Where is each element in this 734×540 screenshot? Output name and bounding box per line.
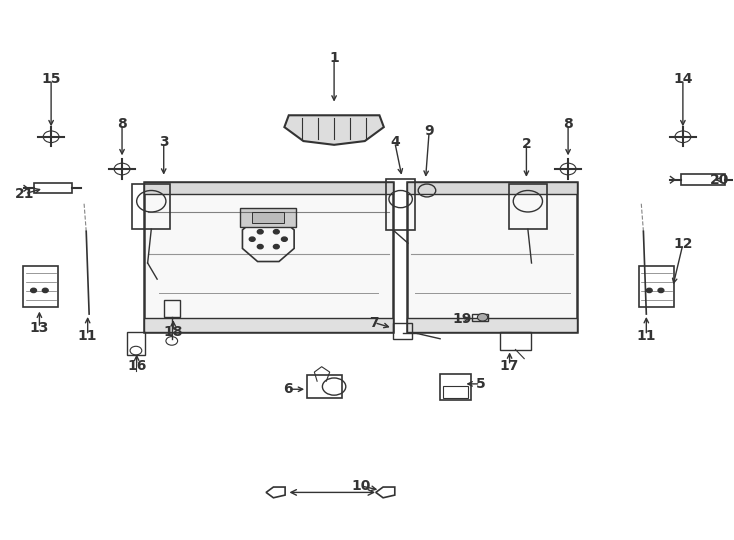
Bar — [393, 322, 413, 339]
Bar — [500, 332, 531, 349]
Bar — [407, 183, 577, 332]
Bar — [443, 386, 468, 398]
Bar — [307, 375, 342, 398]
Text: 6: 6 — [283, 382, 293, 396]
Bar — [639, 266, 674, 307]
Text: 5: 5 — [476, 377, 485, 391]
Text: 16: 16 — [127, 359, 146, 373]
Text: 9: 9 — [424, 124, 434, 138]
Text: 2: 2 — [522, 137, 531, 151]
Text: 13: 13 — [29, 321, 49, 335]
Bar — [472, 314, 488, 321]
Text: 17: 17 — [500, 359, 519, 373]
Text: 11: 11 — [78, 328, 98, 342]
Text: 8: 8 — [563, 117, 573, 131]
Bar — [681, 174, 725, 185]
Bar — [144, 183, 393, 194]
Bar — [132, 184, 170, 229]
Circle shape — [477, 314, 487, 321]
Circle shape — [250, 237, 255, 241]
Circle shape — [658, 288, 664, 293]
Bar — [164, 300, 180, 318]
Bar — [252, 212, 284, 222]
Text: 14: 14 — [673, 72, 693, 86]
Circle shape — [273, 230, 279, 234]
Bar — [144, 183, 393, 332]
Text: 8: 8 — [117, 117, 127, 131]
Circle shape — [281, 237, 287, 241]
Circle shape — [43, 288, 48, 293]
Bar — [23, 266, 59, 307]
Text: 11: 11 — [636, 328, 656, 342]
Bar — [440, 374, 470, 400]
Circle shape — [258, 230, 264, 234]
Bar — [386, 179, 415, 230]
Bar — [509, 184, 547, 229]
Polygon shape — [284, 115, 384, 145]
Text: 21: 21 — [15, 187, 34, 201]
Circle shape — [273, 245, 279, 249]
Text: 20: 20 — [710, 173, 729, 187]
Bar — [144, 319, 393, 332]
Text: 1: 1 — [330, 51, 339, 65]
Circle shape — [258, 245, 264, 249]
Bar — [241, 208, 296, 227]
Bar — [34, 184, 72, 193]
Text: 4: 4 — [390, 135, 399, 149]
Text: 15: 15 — [41, 72, 61, 86]
Bar — [407, 183, 577, 194]
Text: 18: 18 — [164, 325, 183, 339]
Text: 3: 3 — [159, 135, 169, 149]
Circle shape — [31, 288, 37, 293]
Bar — [127, 332, 145, 355]
Text: 10: 10 — [352, 479, 371, 493]
Text: 12: 12 — [673, 237, 693, 251]
Bar — [407, 319, 577, 332]
Text: 19: 19 — [452, 313, 472, 326]
Text: 7: 7 — [369, 316, 379, 329]
Circle shape — [647, 288, 653, 293]
